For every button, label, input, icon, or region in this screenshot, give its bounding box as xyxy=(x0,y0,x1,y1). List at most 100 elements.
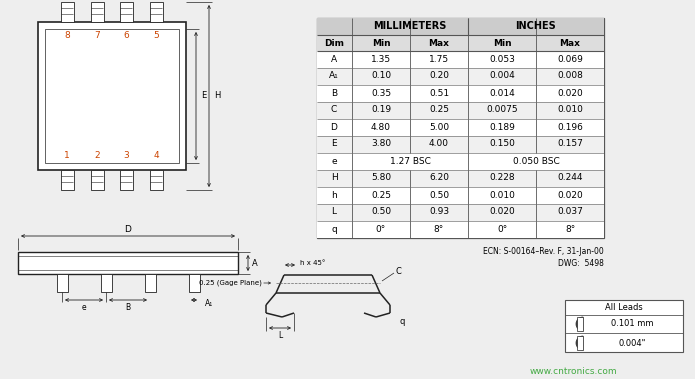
Text: 0.35: 0.35 xyxy=(371,89,391,97)
Text: 0.020: 0.020 xyxy=(557,191,583,199)
Text: All Leads: All Leads xyxy=(605,304,643,313)
Text: 3: 3 xyxy=(123,152,129,160)
Text: 1.27 BSC: 1.27 BSC xyxy=(390,157,430,166)
Text: 0.150: 0.150 xyxy=(489,139,515,149)
Text: 0.25 (Gage Plane): 0.25 (Gage Plane) xyxy=(199,280,262,286)
Text: 0.0075: 0.0075 xyxy=(486,105,518,114)
Text: 0.069: 0.069 xyxy=(557,55,583,64)
Text: 1: 1 xyxy=(64,152,70,160)
Text: 4.00: 4.00 xyxy=(429,139,449,149)
Text: 0.50: 0.50 xyxy=(429,191,449,199)
Text: 6: 6 xyxy=(123,31,129,41)
Text: ECN: S-00164–Rev. F, 31-Jan-00: ECN: S-00164–Rev. F, 31-Jan-00 xyxy=(483,247,604,257)
Bar xyxy=(120,170,133,190)
Text: 0.196: 0.196 xyxy=(557,122,583,132)
Bar xyxy=(317,85,604,102)
Text: A₁: A₁ xyxy=(329,72,339,80)
Text: A: A xyxy=(252,258,258,268)
Text: 0.157: 0.157 xyxy=(557,139,583,149)
Text: B: B xyxy=(125,302,131,312)
Bar xyxy=(38,22,186,170)
Bar xyxy=(101,274,112,292)
Bar xyxy=(317,35,604,51)
Text: 0.228: 0.228 xyxy=(489,174,515,183)
Text: A₁: A₁ xyxy=(205,299,213,307)
Text: 0.020: 0.020 xyxy=(489,207,515,216)
Text: 0.93: 0.93 xyxy=(429,207,449,216)
Text: 8: 8 xyxy=(64,31,70,41)
Bar xyxy=(145,274,156,292)
Bar xyxy=(150,2,163,22)
Wedge shape xyxy=(576,336,583,350)
Text: C: C xyxy=(395,266,401,276)
Text: e: e xyxy=(332,157,337,166)
Bar xyxy=(317,102,604,119)
Text: 0°: 0° xyxy=(376,224,386,233)
Text: 0.020: 0.020 xyxy=(557,89,583,97)
Text: 0.20: 0.20 xyxy=(429,72,449,80)
Bar xyxy=(57,274,68,292)
Bar xyxy=(317,119,604,136)
Bar xyxy=(565,300,683,352)
Bar xyxy=(317,204,604,221)
Text: Max: Max xyxy=(559,39,580,47)
Text: 6.20: 6.20 xyxy=(429,174,449,183)
Text: C: C xyxy=(331,105,337,114)
Text: 0.189: 0.189 xyxy=(489,122,515,132)
Text: 0.25: 0.25 xyxy=(371,191,391,199)
Text: 0.010: 0.010 xyxy=(557,105,583,114)
Text: 0.037: 0.037 xyxy=(557,207,583,216)
Bar xyxy=(18,252,238,274)
Text: 0.004": 0.004" xyxy=(619,338,646,348)
Text: 0.053: 0.053 xyxy=(489,55,515,64)
Text: 0.004: 0.004 xyxy=(489,72,515,80)
Bar xyxy=(150,170,163,190)
Text: L: L xyxy=(332,207,336,216)
Bar xyxy=(189,274,200,292)
Text: e: e xyxy=(82,302,86,312)
Text: 0.010: 0.010 xyxy=(489,191,515,199)
Text: 2: 2 xyxy=(95,152,100,160)
Text: DWG:  5498: DWG: 5498 xyxy=(558,260,604,268)
Text: D: D xyxy=(331,122,338,132)
Text: H: H xyxy=(214,91,220,100)
Bar xyxy=(317,187,604,204)
Text: 5: 5 xyxy=(153,31,159,41)
Text: H: H xyxy=(331,174,337,183)
Bar xyxy=(317,170,604,187)
Text: 0.19: 0.19 xyxy=(371,105,391,114)
Text: L: L xyxy=(278,330,282,340)
Text: E: E xyxy=(332,139,337,149)
Text: 0.008: 0.008 xyxy=(557,72,583,80)
Bar xyxy=(577,317,583,331)
Text: A: A xyxy=(331,55,337,64)
Text: 0.25: 0.25 xyxy=(429,105,449,114)
Text: D: D xyxy=(124,224,131,233)
Text: 7: 7 xyxy=(94,31,100,41)
Text: MILLIMETERS: MILLIMETERS xyxy=(373,21,447,31)
Bar xyxy=(317,18,604,238)
Text: 5.00: 5.00 xyxy=(429,122,449,132)
Text: 4: 4 xyxy=(153,152,159,160)
Text: q: q xyxy=(400,316,404,326)
Text: 5.80: 5.80 xyxy=(371,174,391,183)
Text: 0.51: 0.51 xyxy=(429,89,449,97)
Text: q: q xyxy=(331,224,337,233)
Text: 0.014: 0.014 xyxy=(489,89,515,97)
Bar xyxy=(61,2,74,22)
Text: 0°: 0° xyxy=(497,224,507,233)
Text: 4.80: 4.80 xyxy=(371,122,391,132)
Bar xyxy=(317,68,604,85)
Bar xyxy=(317,221,604,238)
Bar xyxy=(317,136,604,153)
Bar xyxy=(61,170,74,190)
Bar xyxy=(120,2,133,22)
Text: 8°: 8° xyxy=(434,224,444,233)
Text: Max: Max xyxy=(429,39,450,47)
Text: 8°: 8° xyxy=(565,224,575,233)
Bar xyxy=(577,336,583,350)
Bar xyxy=(91,2,104,22)
Text: Min: Min xyxy=(493,39,512,47)
Text: B: B xyxy=(331,89,337,97)
Text: E: E xyxy=(202,91,206,100)
